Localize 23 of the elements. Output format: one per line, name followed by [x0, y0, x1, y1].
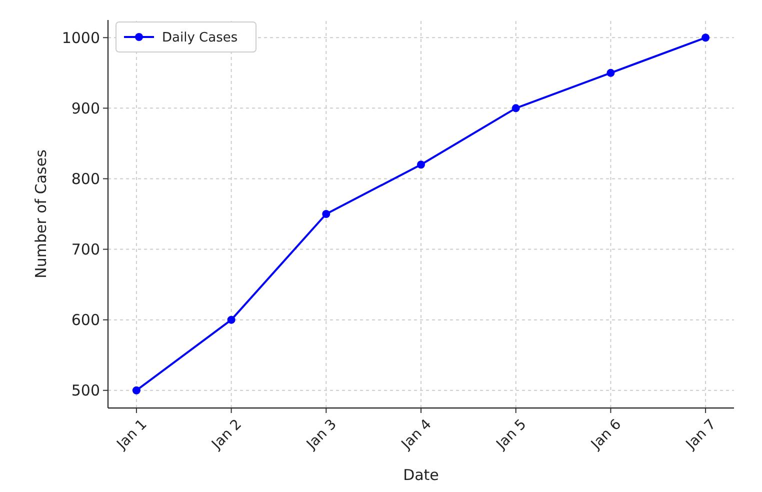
point — [227, 316, 236, 324]
point — [417, 160, 425, 169]
y-tick-label: 900 — [71, 99, 100, 118]
point — [322, 210, 330, 218]
point — [702, 34, 710, 42]
y-tick-label: 1000 — [62, 28, 100, 47]
point — [606, 68, 615, 77]
x-tick-label: Jan 7 — [682, 416, 720, 454]
x-tick-label: Jan 6 — [588, 416, 625, 454]
y-axis-title: Number of Cases — [32, 149, 50, 278]
x-tick-label: Jan 2 — [208, 416, 246, 454]
y-tick-label: 600 — [71, 311, 100, 330]
x-tick-label: Jan 5 — [492, 416, 530, 454]
x-axis-title: Date — [403, 466, 439, 484]
y-tick-label: 800 — [71, 170, 100, 188]
x-tick-label: Jan 3 — [303, 416, 340, 454]
legend-label: Daily Cases — [162, 30, 238, 46]
y-tick-label: 500 — [71, 382, 100, 400]
y-tick-label: 700 — [71, 240, 100, 259]
point — [132, 386, 140, 394]
x-tick-label: Jan 4 — [398, 416, 435, 454]
x-tick-label: Jan 1 — [113, 416, 150, 454]
point — [512, 104, 520, 112]
